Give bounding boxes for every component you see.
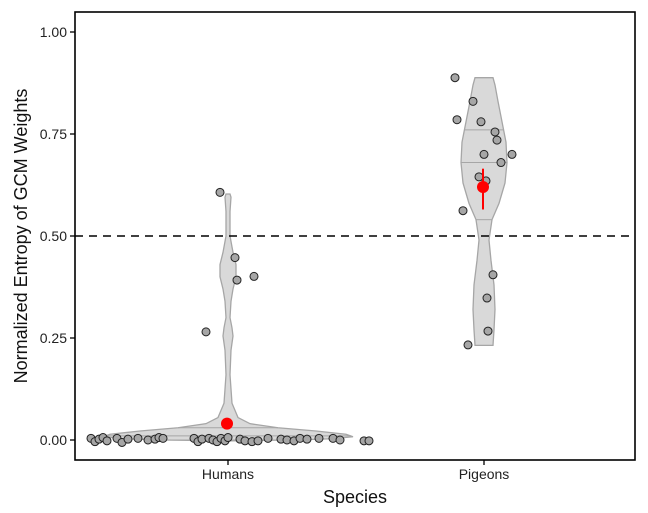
x-axis-title: Species — [323, 487, 387, 507]
data-point — [482, 293, 492, 303]
data-point — [102, 436, 112, 446]
data-point — [492, 135, 502, 145]
data-point — [488, 270, 498, 280]
data-point — [490, 127, 500, 137]
data-point — [232, 275, 242, 285]
data-point — [249, 271, 259, 281]
y-tick-label: 0.50 — [40, 228, 67, 244]
x-tick-label: Humans — [202, 466, 254, 482]
data-point — [263, 433, 273, 443]
x-axis: Humans Pigeons — [202, 460, 509, 482]
data-point — [230, 253, 240, 263]
y-tick-label: 1.00 — [40, 24, 67, 40]
y-tick-label: 0.75 — [40, 126, 67, 142]
data-point — [468, 96, 478, 106]
data-point — [476, 117, 486, 127]
data-point — [479, 149, 489, 159]
data-point — [314, 433, 324, 443]
data-point — [215, 187, 225, 197]
violin-pigeons — [460, 77, 508, 346]
y-tick-label: 0.00 — [40, 432, 67, 448]
mean-markers — [221, 168, 489, 430]
x-tick-label: Pigeons — [459, 466, 510, 482]
data-point — [496, 158, 506, 168]
y-axis: 0.00 0.25 0.50 0.75 1.00 — [40, 24, 75, 448]
data-point — [302, 434, 312, 444]
data-point — [452, 115, 462, 125]
data-point — [463, 340, 473, 350]
data-point — [458, 206, 468, 216]
y-axis-title: Normalized Entropy of GCM Weights — [11, 89, 31, 384]
data-point — [133, 433, 143, 443]
data-point — [223, 433, 233, 443]
violin-humans — [102, 193, 354, 442]
data-points — [86, 73, 517, 447]
data-point — [364, 436, 374, 446]
data-point — [507, 149, 517, 159]
data-point — [158, 433, 168, 443]
data-point — [253, 436, 263, 446]
data-point — [201, 327, 211, 337]
mean-marker — [477, 181, 489, 194]
y-tick-label: 0.25 — [40, 330, 67, 346]
mean-marker — [221, 417, 233, 430]
data-point — [335, 435, 345, 445]
data-point — [123, 434, 133, 444]
data-point — [450, 73, 460, 83]
data-point — [483, 326, 493, 336]
